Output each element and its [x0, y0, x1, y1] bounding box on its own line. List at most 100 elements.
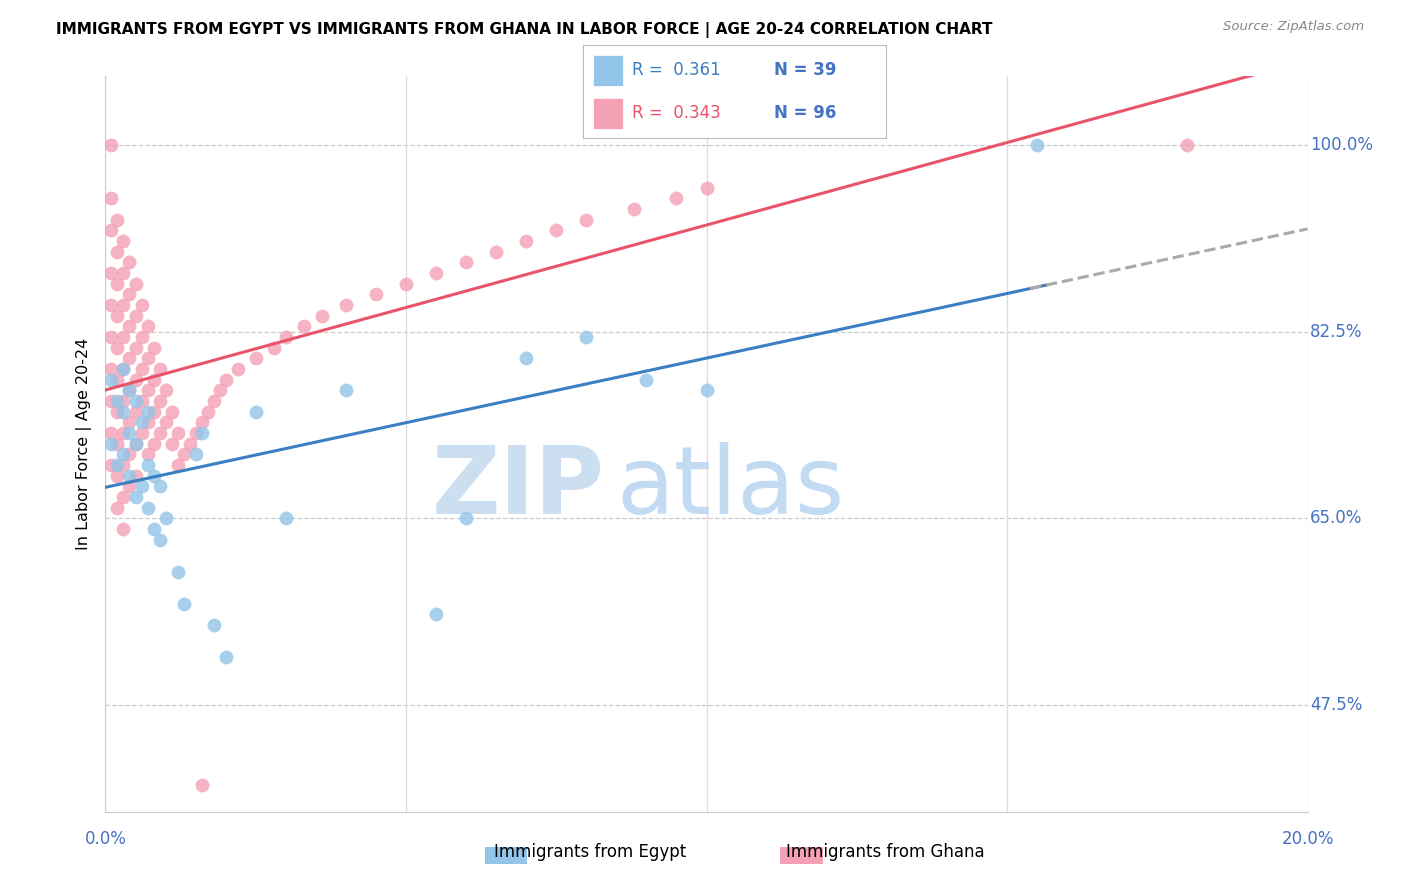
Point [190, 426, 212, 441]
Point [100, 458, 122, 472]
Point [107, 212, 129, 227]
Point [107, 244, 129, 259]
Text: 82.5%: 82.5% [1310, 323, 1362, 341]
Point [118, 319, 141, 334]
Point [118, 384, 141, 398]
Text: Immigrants from Egypt: Immigrants from Egypt [495, 843, 686, 861]
Point [118, 384, 141, 398]
Point [214, 650, 236, 665]
Text: atlas: atlas [616, 442, 845, 534]
Point [100, 436, 122, 450]
Point [515, 351, 537, 366]
Point [118, 447, 141, 461]
Text: Immigrants from Ghana: Immigrants from Ghana [786, 843, 986, 861]
Point [136, 458, 159, 472]
Point [131, 362, 153, 376]
Point [155, 416, 177, 430]
Point [124, 405, 146, 419]
Text: R =  0.361: R = 0.361 [631, 62, 721, 79]
Point [166, 458, 188, 472]
Point [202, 618, 225, 632]
Point [274, 511, 297, 525]
Point [636, 373, 658, 387]
Point [546, 223, 568, 237]
Point [155, 511, 177, 525]
Point [395, 277, 418, 291]
Point [107, 458, 129, 472]
Point [131, 330, 153, 344]
Point [184, 447, 207, 461]
Point [575, 212, 598, 227]
Point [112, 298, 135, 312]
Point [112, 426, 135, 441]
Text: ZIP: ZIP [432, 442, 605, 534]
Point [696, 181, 718, 195]
Point [190, 778, 212, 792]
Point [454, 511, 477, 525]
Point [124, 373, 146, 387]
Point [118, 468, 141, 483]
Point [226, 362, 249, 376]
Text: IMMIGRANTS FROM EGYPT VS IMMIGRANTS FROM GHANA IN LABOR FORCE | AGE 20-24 CORREL: IMMIGRANTS FROM EGYPT VS IMMIGRANTS FROM… [56, 22, 993, 38]
Point [208, 384, 231, 398]
Point [575, 330, 598, 344]
Point [124, 468, 146, 483]
Point [148, 394, 170, 409]
Point [112, 234, 135, 248]
Point [155, 384, 177, 398]
Point [124, 277, 146, 291]
Text: 65.0%: 65.0% [1310, 509, 1362, 527]
Point [166, 426, 188, 441]
Point [1026, 138, 1049, 153]
Point [112, 458, 135, 472]
Y-axis label: In Labor Force | Age 20-24: In Labor Force | Age 20-24 [76, 338, 91, 549]
Point [485, 244, 508, 259]
Bar [592, 98, 623, 129]
Text: 20.0%: 20.0% [1281, 830, 1334, 848]
Point [118, 287, 141, 301]
Point [107, 309, 129, 323]
Point [131, 479, 153, 493]
Text: Source: ZipAtlas.com: Source: ZipAtlas.com [1223, 20, 1364, 33]
Bar [592, 55, 623, 86]
Point [190, 416, 212, 430]
Point [112, 447, 135, 461]
Point [515, 234, 537, 248]
Point [118, 351, 141, 366]
Point [100, 394, 122, 409]
Point [665, 191, 688, 205]
Point [124, 309, 146, 323]
Point [245, 405, 267, 419]
Point [1175, 138, 1198, 153]
Point [184, 426, 207, 441]
Point [112, 394, 135, 409]
Point [100, 362, 122, 376]
Point [112, 490, 135, 504]
Point [131, 394, 153, 409]
Text: 100.0%: 100.0% [1310, 136, 1374, 154]
Point [454, 255, 477, 269]
Text: N = 39: N = 39 [773, 62, 837, 79]
Point [136, 447, 159, 461]
Point [112, 330, 135, 344]
Point [100, 223, 122, 237]
Point [166, 565, 188, 579]
Point [142, 522, 165, 536]
Point [124, 490, 146, 504]
Point [274, 330, 297, 344]
Point [124, 436, 146, 450]
Text: R =  0.343: R = 0.343 [631, 103, 721, 121]
Point [148, 533, 170, 547]
Point [118, 255, 141, 269]
Point [124, 341, 146, 355]
Point [425, 266, 447, 280]
Point [142, 436, 165, 450]
Point [136, 405, 159, 419]
Point [364, 287, 387, 301]
Point [263, 341, 285, 355]
Point [100, 138, 122, 153]
Point [100, 298, 122, 312]
Point [107, 277, 129, 291]
Point [131, 298, 153, 312]
Point [311, 309, 333, 323]
